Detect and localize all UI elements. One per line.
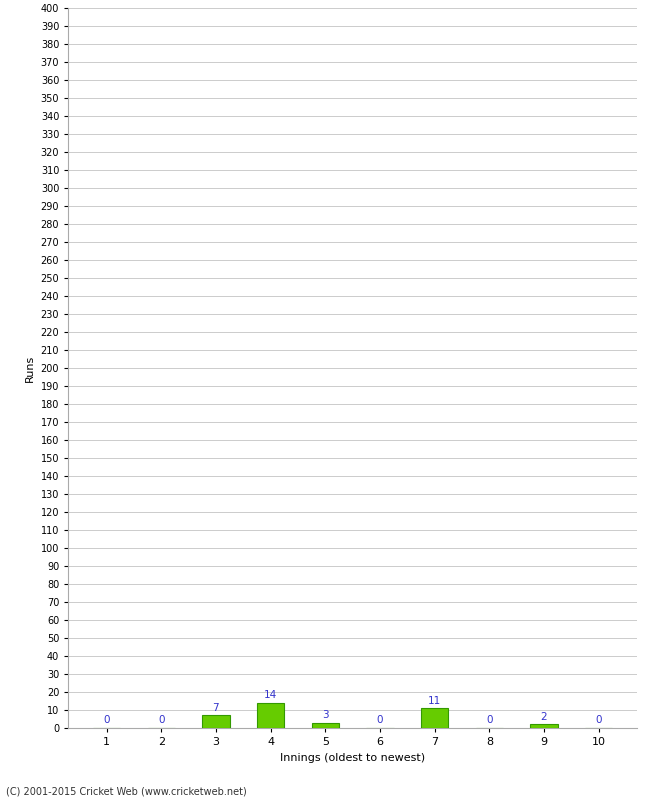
Text: 0: 0 [486, 715, 493, 726]
Bar [257, 703, 284, 728]
Bar [530, 725, 558, 728]
Text: 3: 3 [322, 710, 329, 720]
X-axis label: Innings (oldest to newest): Innings (oldest to newest) [280, 753, 425, 762]
Text: 7: 7 [213, 702, 219, 713]
Text: 0: 0 [377, 715, 384, 726]
Bar [421, 708, 448, 728]
Text: 0: 0 [158, 715, 164, 726]
Text: 0: 0 [103, 715, 110, 726]
Text: 2: 2 [541, 712, 547, 722]
Text: 14: 14 [264, 690, 277, 700]
Text: 0: 0 [595, 715, 602, 726]
Bar [202, 715, 229, 728]
Text: 11: 11 [428, 695, 441, 706]
Bar [311, 722, 339, 728]
Y-axis label: Runs: Runs [25, 354, 35, 382]
Text: (C) 2001-2015 Cricket Web (www.cricketweb.net): (C) 2001-2015 Cricket Web (www.cricketwe… [6, 786, 247, 796]
